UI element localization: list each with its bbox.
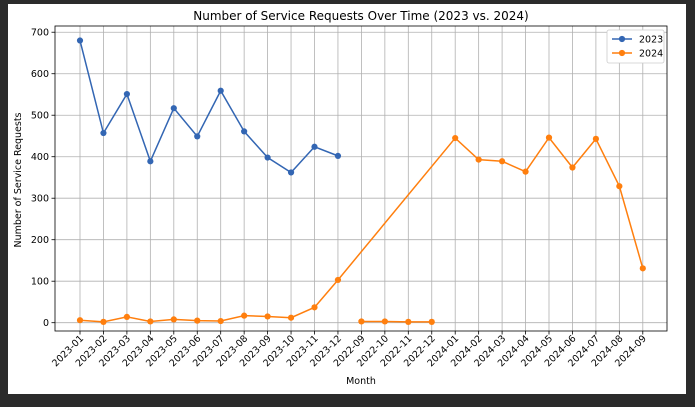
data-point	[287, 169, 295, 176]
series-line-2023	[79, 40, 339, 174]
data-point	[170, 105, 177, 112]
y-tick-label: 500	[31, 111, 49, 122]
data-point	[592, 135, 600, 142]
data-point	[311, 143, 318, 150]
data-point	[499, 158, 506, 165]
figure-panel	[8, 4, 686, 394]
y-tick-label: 0	[43, 318, 49, 329]
data-point	[100, 318, 107, 325]
data-point	[334, 276, 342, 284]
y-tick-label: 100	[31, 277, 49, 288]
top-strip	[0, 0, 695, 4]
data-point	[147, 318, 154, 325]
chart-title: Number of Service Requests Over Time (20…	[193, 9, 528, 23]
data-point	[616, 183, 623, 190]
data-point	[405, 318, 412, 325]
data-point	[264, 154, 271, 161]
data-point	[76, 317, 84, 324]
data-point	[569, 164, 576, 171]
y-tick-label: 400	[31, 152, 49, 163]
data-point	[475, 156, 482, 163]
legend-marker-2023	[618, 35, 626, 43]
legend: 2023 2024	[606, 29, 665, 64]
y-axis-label: Number of Service Requests	[13, 112, 24, 247]
data-point	[241, 312, 248, 319]
data-point	[545, 134, 553, 141]
y-tick-label: 600	[31, 69, 49, 80]
grid-layer	[55, 26, 667, 331]
data-point	[123, 313, 130, 320]
data-point	[381, 318, 388, 325]
y-tick-label: 300	[31, 194, 49, 205]
x-axis-label: Month	[346, 376, 376, 387]
y-tick-label: 700	[31, 28, 49, 39]
data-point	[522, 168, 529, 175]
y-tick-label: 200	[31, 235, 49, 246]
data-point	[194, 317, 201, 324]
data-point	[334, 152, 342, 159]
data-point	[217, 317, 224, 325]
data-point	[264, 313, 271, 320]
data-point	[358, 318, 365, 325]
legend-label-2023: 2023	[639, 35, 663, 46]
data-point	[287, 314, 295, 321]
data-point	[194, 133, 201, 140]
data-point	[76, 37, 84, 44]
series-layer	[76, 37, 646, 325]
data-point	[100, 129, 107, 137]
data-point	[123, 90, 130, 98]
data-point	[428, 318, 435, 325]
data-point	[311, 304, 318, 311]
plot-area-frame	[54, 25, 668, 332]
data-point	[639, 265, 646, 272]
data-point	[170, 316, 177, 323]
data-point	[241, 128, 248, 135]
legend-label-2024: 2024	[639, 49, 663, 60]
legend-marker-2024	[618, 49, 626, 57]
data-point	[147, 158, 154, 165]
data-point	[217, 87, 224, 94]
data-point	[452, 134, 459, 142]
